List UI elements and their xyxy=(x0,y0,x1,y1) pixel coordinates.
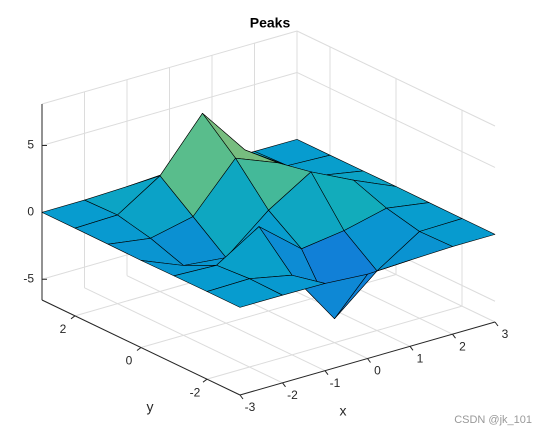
x-tick-label: -3 xyxy=(245,400,256,414)
x-tick-label: 3 xyxy=(502,327,509,341)
watermark: CSDN @jk_101 xyxy=(454,414,532,426)
x-tick xyxy=(324,370,329,375)
x-tick-label: 1 xyxy=(417,352,424,366)
axes: -3 -2 -1 0 1 2 3 -2 0 2 -5 0 5 xyxy=(23,104,509,414)
x-tick-label: -1 xyxy=(330,376,341,390)
x-tick-label: 2 xyxy=(459,339,466,353)
y-tick-label: 0 xyxy=(126,354,133,368)
surface xyxy=(41,113,496,320)
grid-line xyxy=(296,72,496,168)
y-axis-label: y xyxy=(147,399,154,415)
surface-cell xyxy=(206,278,283,308)
x-axis-label: x xyxy=(340,403,347,419)
chart-title: Peaks xyxy=(250,15,291,31)
x-tick xyxy=(409,346,414,351)
x-tick xyxy=(239,394,244,400)
x-tick xyxy=(452,333,456,339)
z-tick-label: 5 xyxy=(27,138,34,152)
grid-line xyxy=(41,71,298,146)
y-tick xyxy=(70,315,76,320)
box-edge xyxy=(296,30,496,127)
z-tick-label: 0 xyxy=(27,205,34,219)
x-tick xyxy=(367,358,371,363)
x-tick-label: 0 xyxy=(374,364,381,378)
z-tick-label: -5 xyxy=(23,271,34,285)
y-tick xyxy=(202,378,208,383)
y-tick xyxy=(136,347,142,351)
x-tick-label: -2 xyxy=(287,388,298,402)
y-tick-label: 2 xyxy=(60,322,67,336)
x-tick xyxy=(282,382,286,388)
box-edge xyxy=(41,30,298,105)
x-tick xyxy=(494,321,499,327)
grid-line xyxy=(206,305,463,380)
y-tick-label: -2 xyxy=(190,385,201,399)
